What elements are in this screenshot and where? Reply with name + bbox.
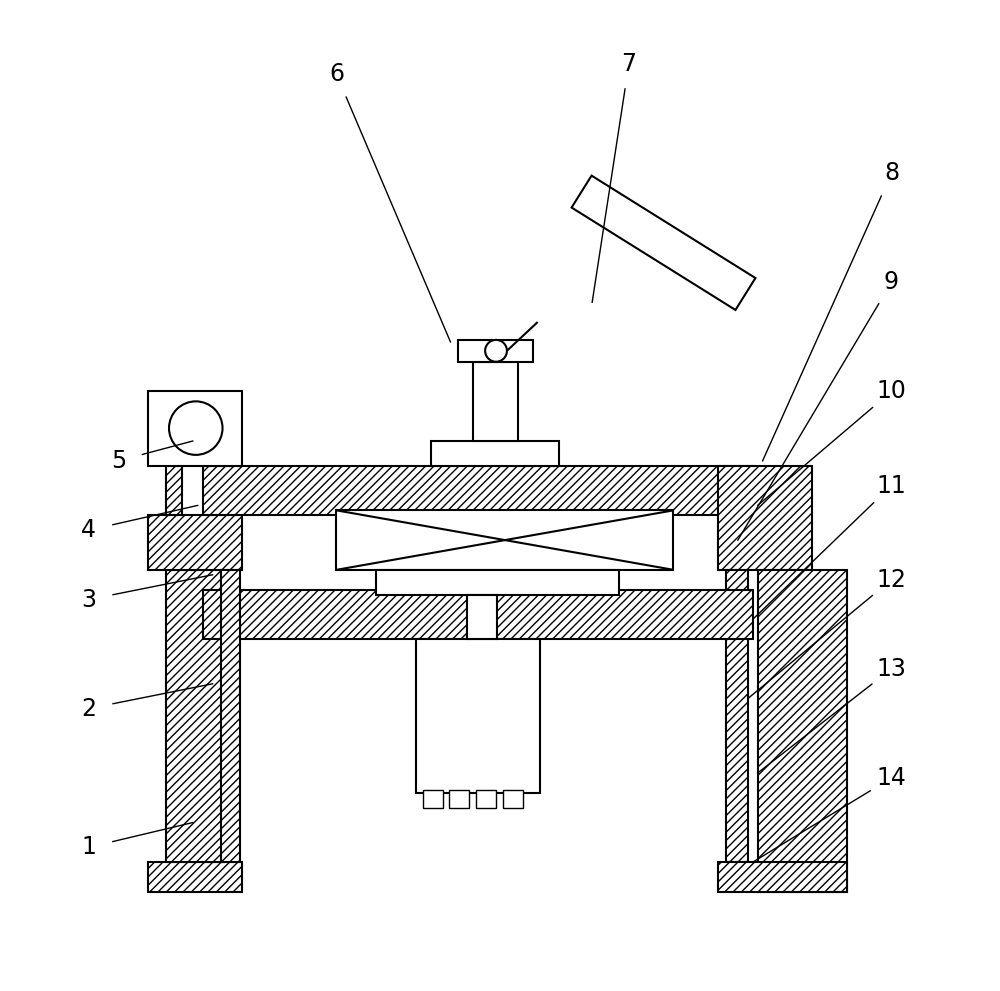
Bar [431,441,559,466]
Text: 10: 10 [877,380,906,403]
Text: 9: 9 [884,271,899,294]
Circle shape [485,340,507,362]
Bar [423,790,443,808]
Text: 7: 7 [621,53,636,76]
Bar [166,570,224,862]
Bar [726,570,748,862]
Circle shape [169,401,223,455]
Text: 6: 6 [329,62,344,86]
Bar [166,466,182,515]
Bar [758,570,847,892]
Text: 11: 11 [877,474,906,497]
Text: 8: 8 [884,162,899,185]
Bar [336,510,673,570]
Bar [718,862,847,892]
Bar [467,595,497,639]
Text: 3: 3 [81,588,96,611]
Text: 14: 14 [877,766,906,790]
Bar [148,515,242,570]
Bar [148,862,242,892]
Text: 2: 2 [81,697,96,720]
Bar [718,466,812,570]
Text: 5: 5 [111,449,126,473]
Bar [221,570,240,862]
Text: 4: 4 [81,518,96,542]
Bar [148,391,242,466]
Bar [503,790,523,808]
Bar [458,340,533,362]
Bar [449,790,469,808]
Text: 12: 12 [877,568,906,592]
Text: 13: 13 [877,657,906,681]
Text: 1: 1 [81,835,96,859]
Bar [376,570,619,595]
Polygon shape [572,175,755,310]
Bar [203,466,753,515]
Bar [476,790,496,808]
Bar [416,639,540,793]
Bar [203,590,753,639]
Bar [473,362,518,441]
